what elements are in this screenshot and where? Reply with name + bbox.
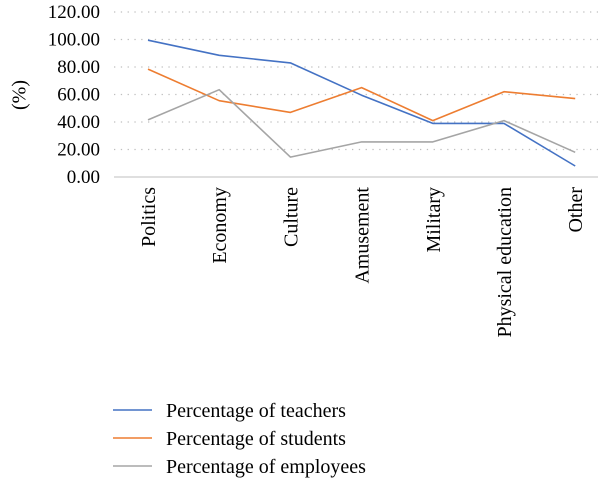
x-tick-label: Amusement: [352, 187, 374, 284]
x-tick-label: Other: [565, 187, 587, 233]
series-lines: [147, 39, 576, 167]
y-axis-ticks: 0.00 20.00 40.00 60.00 80.00 100.00 120.00: [48, 2, 100, 188]
legend-label: Percentage of students: [166, 428, 346, 450]
y-tick-label: 80.00: [57, 57, 100, 78]
legend: Percentage of teachers Percentage of stud…: [113, 400, 366, 478]
series-line: [147, 39, 576, 167]
y-tick-label: 20.00: [57, 140, 100, 161]
y-axis-title: (%): [9, 80, 31, 110]
gridlines: [114, 11, 598, 151]
y-tick-label: 100.00: [48, 30, 100, 51]
y-tick-label: 40.00: [57, 112, 100, 133]
y-tick-label: 60.00: [57, 85, 100, 106]
x-tick-label: Physical education: [494, 187, 516, 338]
y-tick-label: 120.00: [48, 2, 100, 23]
x-tick-label: Culture: [280, 187, 302, 247]
x-tick-label: Politics: [138, 187, 160, 247]
series-line: [147, 88, 576, 158]
legend-label: Percentage of teachers: [166, 400, 346, 422]
legend-label: Percentage of employees: [166, 456, 366, 478]
y-tick-label: 0.00: [67, 167, 100, 188]
x-axis-labels: Politics Economy Culture Amusement Military P…: [138, 187, 587, 338]
series-line: [147, 68, 576, 122]
x-tick-label: Economy: [209, 187, 231, 264]
x-tick-label: Military: [423, 187, 445, 253]
